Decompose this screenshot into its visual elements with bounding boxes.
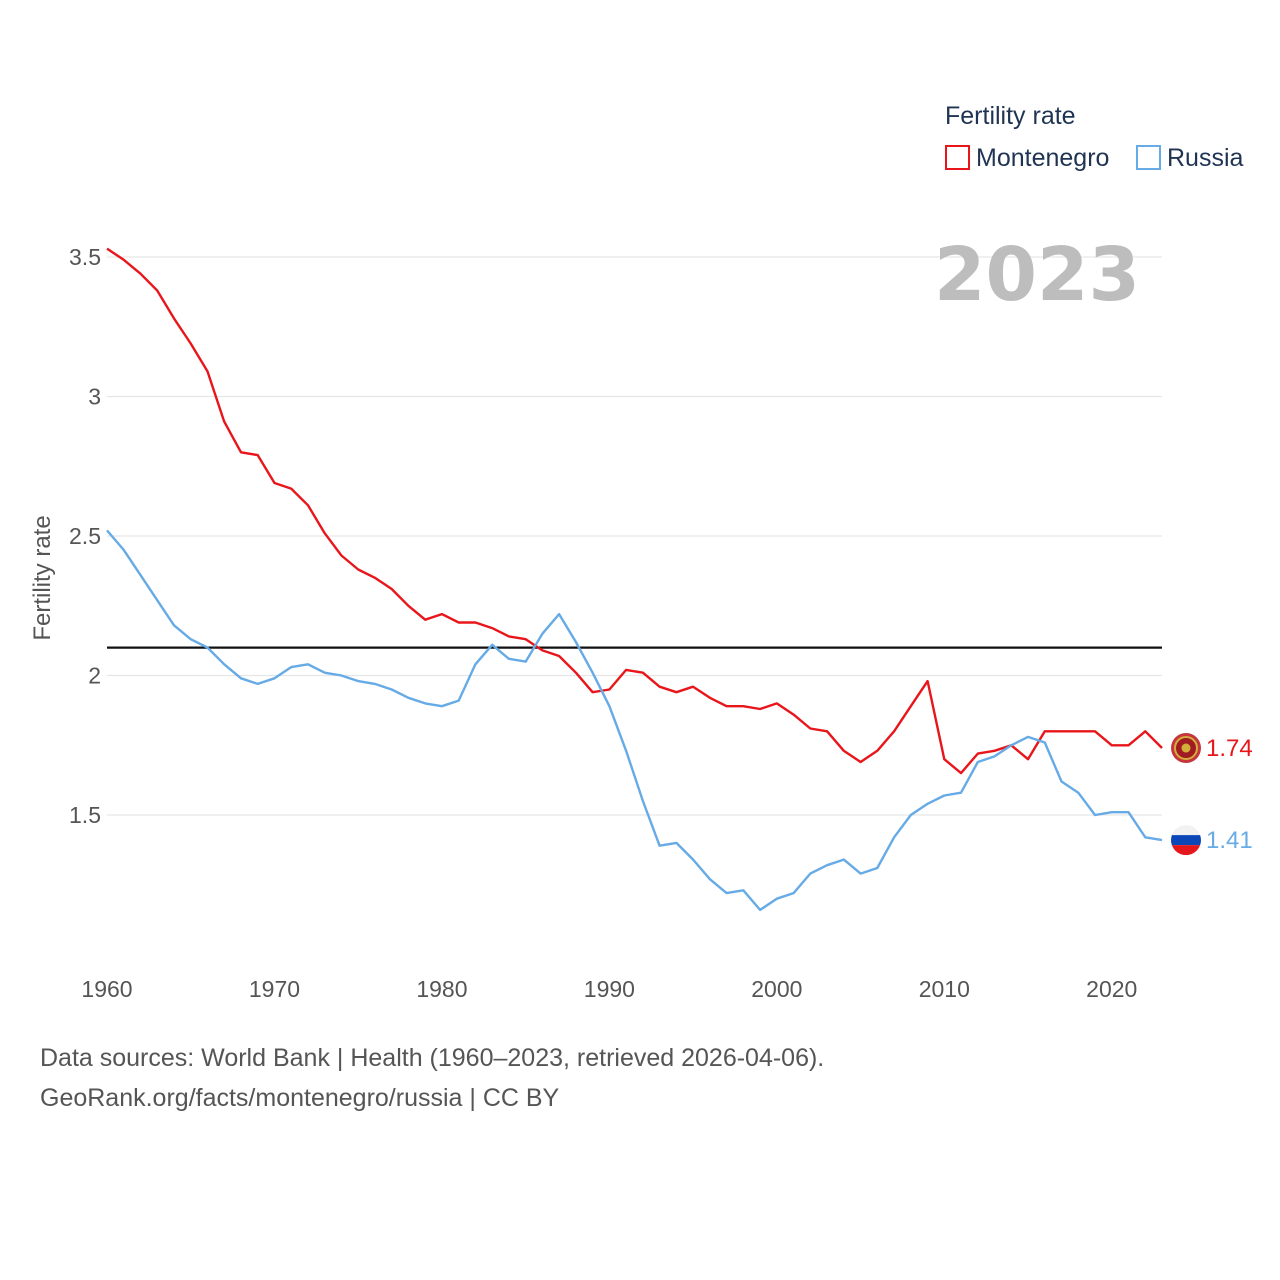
y-tick-label: 1.5 [69,802,101,828]
y-tick-label: 2 [88,663,101,689]
series-end-markers: 1.74 1.41 [1171,733,1253,856]
y-axis-title: Fertility rate [29,515,56,640]
x-tick-label: 2010 [919,976,970,1002]
legend-swatch [945,145,970,170]
russia-flag-icon [1171,825,1201,856]
x-tick-label: 1960 [81,976,132,1002]
x-tick-label: 2020 [1086,976,1137,1002]
x-tick-label: 1990 [584,976,635,1002]
legend-title: Fertility rate [945,102,1076,130]
russia-end-value: 1.41 [1206,827,1253,854]
montenegro-end-value: 1.74 [1206,735,1253,762]
x-tick-label: 1980 [416,976,467,1002]
x-tick-label: 1970 [249,976,300,1002]
legend: Montenegro Russia [945,144,1244,172]
gridlines [107,256,1162,816]
legend-item-montenegro[interactable]: Montenegro [945,144,1109,172]
legend-label: Russia [1167,144,1244,172]
y-axis-ticks: 1.5 2 2.5 3 3.5 [69,244,101,828]
year-watermark: 2023 [934,232,1140,318]
footer-sources: Data sources: World Bank | Health (1960–… [40,1044,825,1072]
x-axis-ticks: 1960 1970 1980 1990 2000 2010 2020 [81,976,1137,1002]
series-lines [106,247,1163,912]
x-tick-label: 2000 [751,976,802,1002]
series-line-montenegro [106,247,1163,775]
y-tick-label: 3.5 [69,244,101,270]
footer-credit: GeoRank.org/facts/montenegro/russia | CC… [40,1084,560,1112]
y-tick-label: 3 [88,384,101,410]
legend-item-russia[interactable]: Russia [1136,144,1244,172]
y-tick-label: 2.5 [69,523,101,549]
series-line-russia [106,529,1163,912]
montenegro-flag-icon [1171,733,1201,764]
legend-swatch [1136,145,1161,170]
legend-label: Montenegro [976,144,1109,172]
